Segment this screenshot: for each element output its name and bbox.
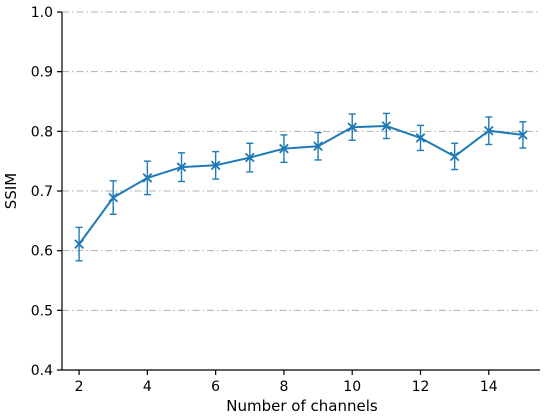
data-point-marker [449,151,460,162]
tick-labels: 0.4 0.5 0.6 0.7 0.8 0.9 1.0 2 4 6 8 10 12 14 [31,5,498,395]
y-tick-label: 0.7 [31,184,53,200]
data-point-marker [518,130,528,140]
data-point-marker [142,173,153,183]
x-tick-label: 4 [143,379,152,395]
y-tick-label: 0.4 [31,363,53,379]
x-axis-label: Number of channels [226,397,378,415]
y-axis-label: SSIM [2,173,20,209]
data-point-marker [381,121,392,131]
x-tick-label: 6 [211,379,220,395]
y-tick-label: 1.0 [31,5,53,21]
y-tick-label: 0.6 [31,244,53,260]
data-point-marker [347,122,358,132]
data-point-marker [74,239,84,249]
series-line [78,125,524,245]
data-series [74,112,528,262]
data-point-marker [415,133,426,143]
x-tick-label: 12 [412,379,430,395]
data-point-marker [279,143,289,154]
axes [57,11,540,375]
x-tick-label: 14 [480,379,498,395]
y-tick-label: 0.8 [31,124,53,140]
x-tick-label: 10 [343,379,361,395]
data-point-marker [176,162,187,172]
x-tick-label: 8 [279,379,288,395]
data-point-marker [108,192,119,203]
y-tick-label: 0.5 [31,303,53,319]
y-tick-label: 0.9 [31,65,53,81]
data-point-marker [210,160,221,171]
data-point-marker [244,152,255,163]
data-point-marker [483,125,494,136]
data-point-marker [313,141,323,152]
x-tick-label: 2 [75,379,84,395]
grid-lines [62,11,540,311]
